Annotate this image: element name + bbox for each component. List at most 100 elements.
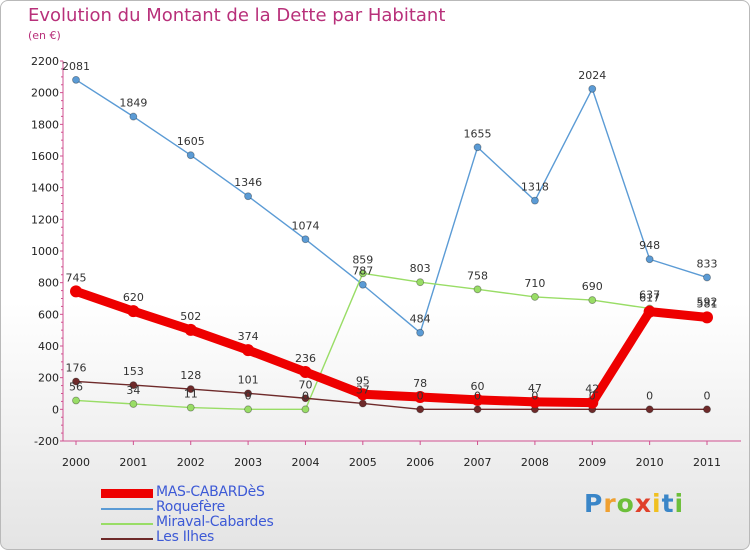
logo-letter: P [584, 489, 604, 518]
x-tick-label: 2000 [62, 456, 90, 469]
legend-label: Roquefère [156, 499, 225, 515]
data-point-mas-cabard-s [471, 393, 484, 406]
logo-letter: x [634, 489, 652, 518]
data-label-roquef-re: 833 [697, 257, 718, 270]
logo-letter: i [652, 489, 662, 518]
data-point-roquef-re [531, 196, 539, 205]
data-point-miraval-cabardes [416, 278, 425, 287]
data-point-mas-cabard-s [586, 396, 599, 409]
data-point-mas-cabard-s [643, 305, 656, 318]
x-tick-label: 2004 [291, 456, 319, 469]
series-line-les-ilhes [75, 380, 708, 411]
x-tick-label: 2005 [349, 456, 377, 469]
data-label-les-ilhes: 0 [646, 389, 653, 402]
data-label-les-ilhes: 0 [589, 389, 596, 402]
data-point-roquef-re [244, 192, 252, 201]
x-tick-label: 2003 [234, 456, 262, 469]
legend-swatch [101, 538, 153, 540]
x-tick-label: 2001 [119, 456, 147, 469]
x-tick-label: 2009 [578, 456, 606, 469]
data-label-roquef-re: 1655 [464, 127, 492, 140]
data-label-les-ilhes: 128 [180, 369, 201, 382]
y-tick-label: 1200 [31, 213, 59, 226]
series-line-mas-cabard-s [71, 286, 712, 408]
x-tick-label: 2002 [177, 456, 205, 469]
data-label-roquef-re: 2081 [62, 60, 90, 73]
data-label-mas-cabard-s: 745 [66, 271, 87, 284]
data-label-les-ilhes: 0 [417, 389, 424, 402]
data-point-miraval-cabardes [186, 403, 195, 412]
y-tick-label: 1400 [31, 182, 59, 195]
series-points [70, 75, 713, 414]
data-label-roquef-re: 484 [410, 313, 431, 326]
data-point-mas-cabard-s [299, 365, 312, 378]
legend-label: Miraval-Cabardes [156, 514, 274, 530]
y-axis-labels: 2200200018001600140012001000800600400200… [31, 55, 59, 448]
data-label-miraval-cabardes: 859 [352, 253, 373, 266]
data-label-roquef-re: 1605 [177, 135, 205, 148]
data-label-miraval-cabardes: 34 [126, 384, 140, 397]
data-point-mas-cabard-s [528, 395, 541, 408]
data-point-les-ilhes [186, 385, 195, 393]
data-point-miraval-cabardes [473, 285, 482, 294]
data-label-les-ilhes: 153 [123, 365, 144, 378]
y-tick-label: 2000 [31, 87, 59, 100]
data-point-miraval-cabardes [129, 400, 138, 408]
data-label-roquef-re: 2024 [578, 69, 606, 82]
legend-swatch [101, 523, 153, 525]
data-point-miraval-cabardes [358, 269, 367, 278]
data-point-les-ilhes [473, 405, 482, 414]
data-label-les-ilhes: 0 [474, 389, 481, 402]
chart-subtitle: (en €) [28, 29, 61, 42]
data-label-roquef-re: 1849 [119, 97, 147, 110]
data-label-mas-cabard-s: 78 [413, 377, 427, 390]
data-label-miraval-cabardes: 0 [245, 389, 252, 402]
logo-letter: i [674, 489, 685, 518]
data-label-roquef-re: 1318 [521, 181, 549, 194]
chart-axes [60, 60, 741, 445]
data-point-roquef-re [645, 255, 654, 264]
x-tick-label: 2006 [406, 456, 434, 469]
data-label-roquef-re: 1346 [234, 176, 262, 189]
data-label-roquef-re: 1074 [291, 219, 319, 232]
y-tick-label: 1600 [31, 150, 59, 163]
y-tick-label: 200 [38, 372, 59, 385]
y-tick-label: 1800 [31, 118, 59, 131]
data-point-roquef-re [416, 328, 425, 337]
data-label-les-ilhes: 37 [356, 383, 370, 396]
data-label-les-ilhes: 70 [298, 378, 312, 391]
legend-swatch [101, 508, 153, 510]
data-label-miraval-cabardes: 637 [639, 288, 660, 301]
data-label-miraval-cabardes: 56 [69, 380, 83, 393]
data-label-mas-cabard-s: 60 [471, 380, 485, 393]
data-label-miraval-cabardes: 592 [697, 296, 718, 309]
data-point-mas-cabard-s [242, 344, 255, 357]
data-point-les-ilhes [244, 389, 252, 398]
data-point-les-ilhes [416, 405, 425, 414]
x-tick-label: 2008 [521, 456, 549, 469]
data-label-roquef-re: 948 [639, 239, 660, 252]
y-tick-label: 800 [38, 277, 59, 290]
legend-label: MAS-CABARDèS [156, 484, 265, 500]
data-point-les-ilhes [703, 405, 711, 414]
data-label-mas-cabard-s: 581 [697, 297, 718, 310]
proxiti-logo: Proxiti [584, 489, 684, 518]
data-label-les-ilhes: 101 [238, 373, 259, 386]
logo-letter: o [616, 489, 635, 518]
data-point-les-ilhes [129, 381, 138, 390]
data-label-mas-cabard-s: 42 [585, 383, 599, 396]
data-point-roquef-re [129, 112, 138, 121]
data-label-mas-cabard-s: 617 [639, 292, 660, 305]
data-point-miraval-cabardes [301, 405, 310, 414]
data-point-roquef-re [301, 235, 310, 244]
data-point-les-ilhes [72, 377, 80, 386]
data-point-roquef-re [72, 75, 80, 84]
data-point-les-ilhes [301, 394, 310, 403]
data-point-miraval-cabardes [244, 405, 252, 414]
legend-swatch [101, 489, 153, 498]
data-point-mas-cabard-s [414, 390, 427, 403]
data-label-mas-cabard-s: 47 [528, 382, 542, 395]
series-line-miraval-cabardes [75, 272, 708, 411]
